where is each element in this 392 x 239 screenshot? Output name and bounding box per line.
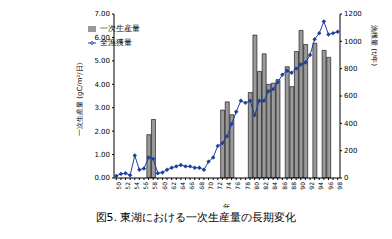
svg-text:3.00: 3.00 — [94, 104, 110, 112]
svg-text:78: 78 — [244, 182, 251, 190]
svg-text:72: 72 — [216, 182, 223, 190]
svg-text:74: 74 — [225, 182, 232, 190]
svg-text:98: 98 — [336, 182, 343, 190]
svg-text:50: 50 — [115, 182, 122, 190]
svg-text:58: 58 — [151, 182, 158, 190]
svg-text:1.00: 1.00 — [94, 151, 110, 159]
svg-text:92: 92 — [308, 182, 315, 190]
svg-text:52: 52 — [124, 182, 131, 190]
svg-text:62: 62 — [170, 182, 177, 190]
svg-text:94: 94 — [318, 182, 325, 190]
svg-text:4.00: 4.00 — [94, 81, 110, 89]
svg-text:70: 70 — [207, 182, 214, 190]
svg-text:80: 80 — [253, 182, 260, 190]
svg-text:96: 96 — [327, 182, 334, 190]
svg-text:400: 400 — [344, 120, 357, 128]
svg-text:68: 68 — [198, 182, 205, 190]
svg-text:0: 0 — [344, 174, 348, 182]
svg-text:7.00: 7.00 — [94, 10, 110, 18]
svg-text:0.00: 0.00 — [94, 174, 110, 182]
svg-text:2.00: 2.00 — [94, 128, 110, 136]
svg-text:64: 64 — [179, 182, 186, 190]
svg-text:56: 56 — [142, 182, 149, 190]
svg-text:漁獲量 (t/年): 漁獲量 (t/年) — [370, 25, 378, 66]
svg-text:66: 66 — [188, 182, 195, 190]
svg-text:5.00: 5.00 — [94, 57, 110, 65]
svg-text:60: 60 — [161, 182, 168, 190]
svg-text:1200: 1200 — [344, 10, 362, 18]
svg-text:54: 54 — [133, 182, 140, 190]
svg-text:86: 86 — [281, 182, 288, 190]
svg-text:88: 88 — [290, 182, 297, 190]
svg-text:82: 82 — [262, 182, 269, 190]
svg-text:200: 200 — [344, 147, 357, 155]
svg-text:800: 800 — [344, 65, 357, 73]
svg-text:600: 600 — [344, 92, 357, 100]
svg-text:6.00: 6.00 — [94, 34, 110, 42]
svg-text:年: 年 — [223, 203, 231, 208]
svg-text:1000: 1000 — [344, 38, 362, 46]
svg-text:84: 84 — [271, 182, 278, 190]
svg-text:90: 90 — [299, 182, 306, 190]
svg-text:一次生産量 (gC/m²/日): 一次生産量 (gC/m²/日) — [76, 62, 84, 136]
svg-text:76: 76 — [234, 182, 241, 190]
